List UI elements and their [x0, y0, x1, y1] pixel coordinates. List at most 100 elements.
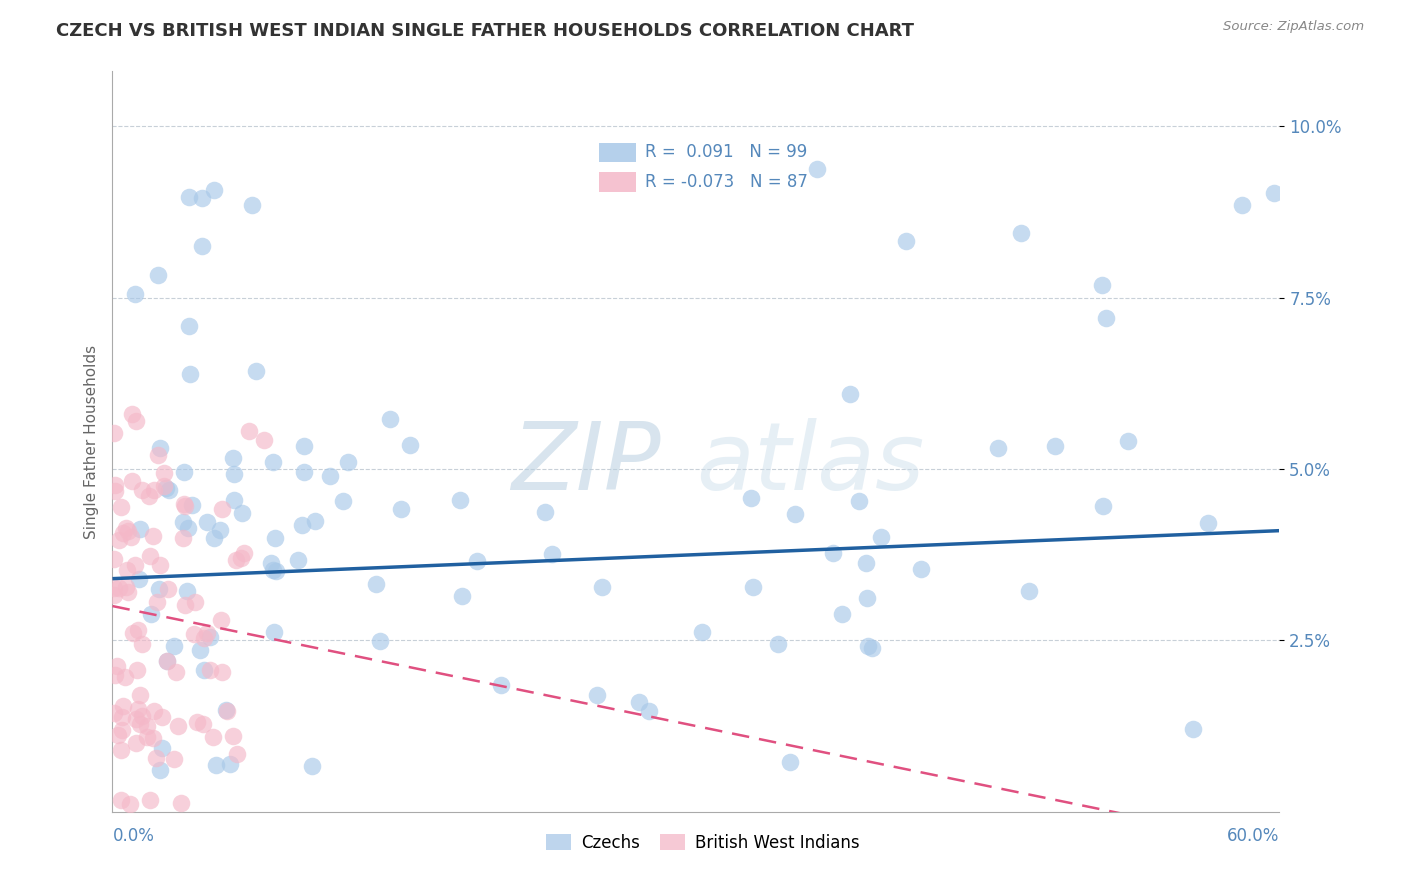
Point [125, 736, 148, 750]
Point [217, 704, 239, 718]
Text: R = -0.073   N = 87: R = -0.073 N = 87 [645, 173, 807, 191]
Point [149, 558, 172, 572]
Point [131, 637, 153, 651]
Point [163, 640, 186, 654]
Point [138, 489, 160, 503]
Text: CZECH VS BRITISH WEST INDIAN SINGLE FATHER HOUSEHOLDS CORRELATION CHART: CZECH VS BRITISH WEST INDIAN SINGLE FATH… [56, 22, 914, 40]
Point [118, 797, 141, 812]
Point [198, 663, 221, 677]
Point [380, 412, 402, 426]
Point [103, 706, 125, 720]
Point [125, 414, 148, 428]
Point [115, 580, 138, 594]
Point [238, 424, 260, 438]
Point [987, 442, 1010, 456]
Point [149, 441, 172, 455]
Point [910, 562, 932, 576]
Point [783, 507, 806, 521]
Point [211, 665, 233, 679]
Point [121, 407, 143, 421]
Point [156, 582, 179, 596]
Point [108, 581, 131, 595]
Point [195, 516, 218, 530]
Point [301, 759, 323, 773]
Point [534, 505, 557, 519]
Point [209, 524, 232, 538]
Point [1181, 722, 1204, 736]
Point [200, 630, 222, 644]
Point [117, 524, 139, 538]
Point [190, 239, 212, 253]
Point [156, 655, 179, 669]
Point [103, 426, 125, 441]
Point [128, 717, 150, 731]
Point [184, 595, 207, 609]
Point [264, 564, 287, 578]
Point [221, 729, 243, 743]
Point [165, 665, 187, 680]
Point [153, 466, 176, 480]
Point [450, 589, 472, 603]
Point [142, 731, 165, 745]
Point [110, 792, 132, 806]
Point [287, 553, 309, 567]
Point [253, 434, 276, 448]
Point [806, 162, 828, 177]
Point [591, 580, 613, 594]
Point [201, 730, 224, 744]
Text: Source: ZipAtlas.com: Source: ZipAtlas.com [1223, 20, 1364, 33]
Point [128, 572, 150, 586]
Text: 0.0%: 0.0% [112, 828, 155, 846]
Point [172, 515, 194, 529]
Point [103, 588, 125, 602]
Point [173, 465, 195, 479]
Point [142, 483, 165, 497]
Point [263, 625, 285, 640]
Point [179, 190, 201, 204]
Point [229, 551, 252, 566]
Point [153, 479, 176, 493]
Point [127, 702, 149, 716]
Point [195, 626, 218, 640]
Point [219, 756, 242, 771]
Point [1043, 439, 1066, 453]
Point [139, 793, 162, 807]
Point [131, 708, 153, 723]
Point [108, 533, 131, 548]
Point [224, 492, 246, 507]
Point [831, 607, 853, 621]
Point [127, 624, 149, 638]
Legend: Czechs, British West Indians: Czechs, British West Indians [540, 828, 866, 859]
Point [105, 658, 128, 673]
Text: R =  0.091   N = 99: R = 0.091 N = 99 [645, 144, 807, 161]
Point [628, 694, 651, 708]
Point [1010, 226, 1032, 240]
Point [245, 364, 267, 378]
Point [129, 688, 152, 702]
Point [155, 481, 177, 495]
Point [121, 474, 143, 488]
Point [821, 546, 844, 560]
Point [740, 491, 762, 505]
Point [1018, 584, 1040, 599]
Point [120, 530, 142, 544]
Point [585, 688, 607, 702]
Point [259, 556, 281, 570]
Point [215, 703, 238, 717]
Point [225, 552, 247, 566]
Point [465, 554, 488, 568]
Bar [599, 172, 636, 192]
Point [172, 531, 194, 545]
Point [870, 530, 893, 544]
Point [104, 484, 127, 499]
Point [104, 478, 127, 492]
Text: atlas: atlas [696, 418, 924, 509]
Point [157, 483, 180, 497]
Point [262, 455, 284, 469]
Point [368, 633, 391, 648]
Point [389, 502, 412, 516]
Point [364, 577, 387, 591]
Point [169, 796, 191, 810]
Point [489, 678, 512, 692]
Point [839, 387, 862, 401]
